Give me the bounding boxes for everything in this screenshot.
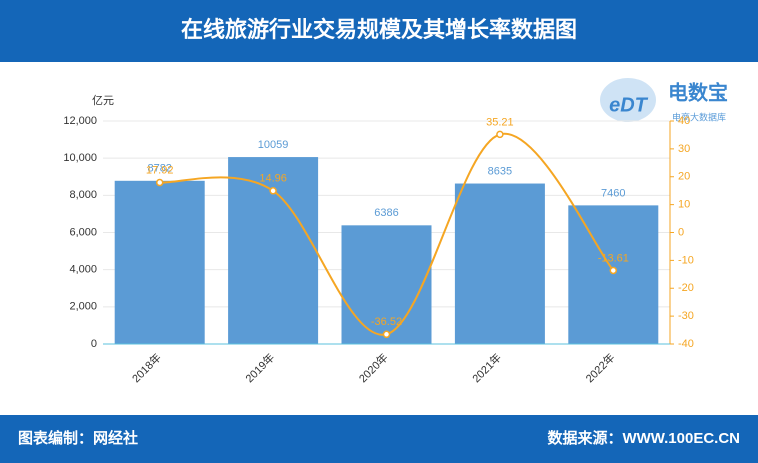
line-value-label: -36.52 [371, 316, 402, 328]
bar [228, 157, 319, 344]
bar [341, 225, 432, 344]
bar [454, 183, 545, 344]
line-point [269, 187, 277, 195]
bar-value-label: 8782 [147, 163, 171, 175]
x-tick-label: 2022年 [582, 350, 617, 385]
y2-tick-label: -20 [678, 282, 694, 294]
y2-tick-label: -10 [678, 254, 694, 266]
x-tick-label: 2020年 [356, 350, 391, 385]
footer-right: 数据来源：WWW.100EC.CN [547, 429, 740, 447]
x-tick-label: 2018年 [129, 350, 164, 385]
line-value-label: 17.92 [146, 164, 174, 176]
bar [114, 180, 205, 344]
line-value-label: -13.61 [598, 252, 629, 264]
line-point [155, 178, 164, 187]
x-tick-label: 2021年 [469, 350, 504, 385]
y2-tick-label: 30 [678, 143, 690, 155]
bar-value-label: 8635 [488, 165, 512, 177]
bar [568, 205, 659, 344]
line-point [609, 266, 618, 275]
footer-bar [0, 415, 758, 463]
y-tick-label: 12,000 [63, 115, 97, 127]
line-point [382, 330, 391, 339]
y2-tick-label: 20 [678, 171, 690, 183]
y2-tick-label: -30 [678, 310, 694, 322]
line [159, 132, 615, 336]
y2-tick-label: 10 [678, 199, 690, 211]
y2-tick-label: 0 [678, 226, 684, 238]
bar-value-label: 6386 [374, 207, 398, 219]
line-point [496, 130, 504, 139]
y-tick-label: 10,000 [63, 152, 97, 164]
bar-value-label: 10059 [258, 139, 289, 151]
title-bar [0, 0, 758, 62]
y-tick-label: 4,000 [69, 264, 97, 276]
chart-title: 在线旅游行业交易规模及其增长率数据图 [181, 17, 577, 42]
line-value-label: 14.96 [259, 173, 287, 185]
logo-tagline: 电商大数据库 [672, 111, 726, 122]
y-tick-label: 8,000 [69, 189, 97, 201]
y2-tick-label: 40 [678, 115, 690, 127]
y-tick-label: 2,000 [69, 301, 97, 313]
y-axis-label: 亿元 [92, 94, 114, 107]
logo-mark: eDT [609, 94, 649, 116]
y-tick-label: 0 [91, 338, 97, 350]
y-tick-label: 6,000 [69, 226, 97, 238]
logo-cloud [600, 78, 656, 122]
y2-tick-label: -40 [678, 338, 694, 350]
line-value-label: 35.21 [486, 116, 514, 128]
x-tick-label: 2019年 [242, 350, 277, 385]
footer-left: 图表编制：网经社 [18, 429, 138, 447]
logo-name: 电数宝 [668, 80, 728, 104]
bar-value-label: 7460 [601, 187, 625, 199]
